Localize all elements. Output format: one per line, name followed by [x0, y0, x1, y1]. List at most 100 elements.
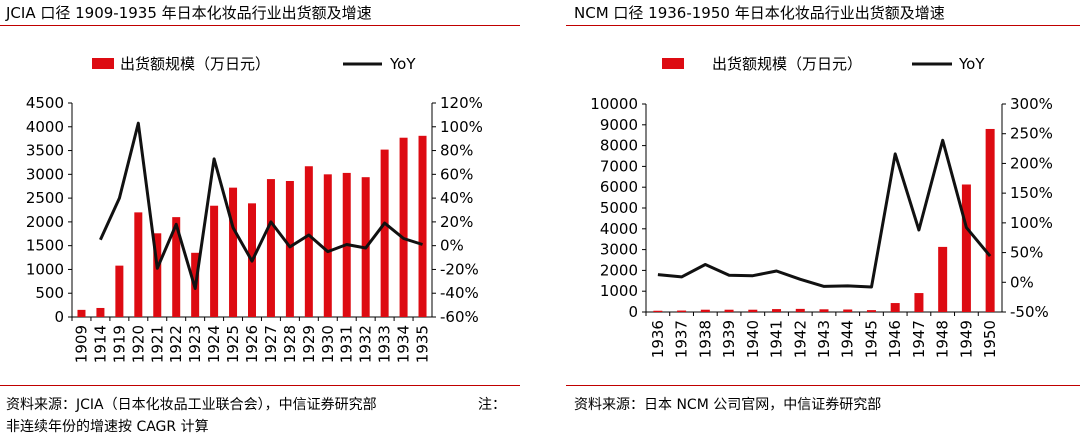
source-rule	[566, 385, 1080, 386]
left-axis-tick-label: 2000	[26, 213, 64, 231]
x-axis-tick-label: 1909	[72, 325, 90, 363]
legend-line-label: YoY	[389, 55, 416, 73]
bar-1922	[172, 217, 181, 317]
legend-bar-swatch	[662, 58, 684, 69]
bar-1914	[96, 307, 105, 317]
left-axis-tick-label: 4500	[26, 94, 64, 112]
bar-1945	[866, 310, 876, 312]
right-axis-tick-label: 150%	[1010, 184, 1053, 202]
chart-panel-jcia: JCIA 口径 1909-1935 年日本化妆品行业出货额及增速 出货额规模（万…	[0, 0, 520, 442]
left-axis-tick-label: 0	[628, 303, 638, 321]
right-axis-tick-label: 120%	[440, 94, 483, 112]
left-axis-tick-label: 0	[54, 308, 64, 326]
x-axis-tick-label: 1923	[186, 325, 204, 363]
legend-bar-label: 出货额规模（万日元）	[712, 55, 862, 73]
legend-bar-swatch	[92, 58, 114, 69]
right-axis-tick-label: 80%	[440, 142, 473, 160]
legend-bar-label: 出货额规模（万日元）	[120, 55, 270, 73]
bar-1944	[843, 309, 853, 312]
left-axis-tick-label: 3000	[26, 165, 64, 183]
bar-1925	[229, 187, 238, 317]
x-axis-tick-label: 1942	[791, 320, 809, 358]
left-axis-tick-label: 3500	[26, 142, 64, 160]
bar-1941	[772, 309, 782, 312]
x-axis-tick-label: 1914	[91, 325, 109, 363]
left-axis-tick-label: 6000	[600, 178, 638, 196]
x-axis-tick-label: 1950	[981, 320, 999, 358]
x-axis-tick-label: 1943	[815, 320, 833, 358]
title-rule	[566, 25, 1080, 26]
x-axis-tick-label: 1925	[224, 325, 242, 363]
left-axis-tick-label: 2500	[26, 189, 64, 207]
source-text: 资料来源：日本 NCM 公司官网，中信证券研究部	[574, 397, 882, 413]
bar-1921	[153, 233, 162, 317]
chart-title: JCIA 口径 1909-1935 年日本化妆品行业出货额及增速	[6, 4, 372, 22]
left-axis-tick-label: 1000	[600, 282, 638, 300]
left-axis-tick-label: 5000	[600, 199, 638, 217]
right-axis-tick-label: 200%	[1010, 154, 1053, 172]
x-axis-tick-label: 1932	[357, 325, 375, 363]
bar-1920	[134, 212, 143, 317]
bar-1942	[795, 308, 805, 312]
x-axis-tick-label: 1931	[338, 325, 356, 363]
right-axis-tick-label: 0%	[1010, 273, 1034, 291]
left-axis-tick-label: 7000	[600, 157, 638, 175]
right-axis-tick-label: 40%	[440, 189, 473, 207]
x-axis-tick-label: 1930	[319, 325, 337, 363]
right-axis-tick-label: 60%	[440, 165, 473, 183]
x-axis-tick-label: 1927	[262, 325, 280, 363]
x-axis-tick-label: 1945	[862, 320, 880, 358]
x-axis-tick-label: 1926	[243, 325, 261, 363]
x-axis-tick-label: 1937	[673, 320, 691, 358]
x-axis-tick-label: 1922	[167, 325, 185, 363]
x-axis-tick-label: 1939	[720, 320, 738, 358]
chart-panel-ncm: NCM 口径 1936-1950 年日本化妆品行业出货额及增速 出货额规模（万日…	[566, 0, 1080, 442]
x-axis-tick-label: 1924	[205, 325, 223, 363]
bar-1947	[914, 293, 924, 312]
left-axis-tick-label: 8000	[600, 137, 638, 155]
bar-1946	[890, 303, 900, 312]
x-axis-tick-label: 1938	[696, 320, 714, 358]
right-axis-tick-label: 100%	[1010, 214, 1053, 232]
right-axis-tick-label: -40%	[440, 284, 479, 302]
title-rule	[0, 25, 520, 26]
x-axis-tick-label: 1929	[300, 325, 318, 363]
x-axis-tick-label: 1921	[148, 325, 166, 363]
left-axis-tick-label: 1500	[26, 237, 64, 255]
source-text: 资料来源：JCIA（日本化妆品工业联合会），中信证券研究部	[6, 397, 377, 413]
x-axis-tick-label: 1935	[414, 325, 432, 363]
bar-1939	[724, 309, 734, 312]
bar-1950	[985, 128, 995, 312]
bar-1930	[323, 174, 332, 317]
bar-1948	[938, 246, 948, 312]
x-axis-tick-label: 1919	[110, 325, 128, 363]
bar-1928	[285, 180, 294, 317]
bar-1927	[266, 179, 275, 317]
bar-1934	[399, 137, 408, 317]
right-axis-tick-label: 250%	[1010, 125, 1053, 143]
right-axis-tick-label: 100%	[440, 118, 483, 136]
x-axis-tick-label: 1934	[395, 325, 413, 363]
right-axis-tick-label: 300%	[1010, 95, 1053, 113]
x-axis-tick-label: 1936	[649, 320, 667, 358]
jcia-chart: 出货额规模（万日元） YoY 0 500 1000 1500 2000 2500 3000 350…	[26, 55, 483, 363]
x-axis-tick-label: 1941	[768, 320, 786, 358]
left-axis-tick-label: 9000	[600, 116, 638, 134]
x-axis-tick-label: 1920	[129, 325, 147, 363]
x-axis-tick-label: 1948	[934, 320, 952, 358]
left-axis-tick-label: 4000	[26, 118, 64, 136]
bar-1919	[115, 265, 124, 317]
x-axis-tick-label: 1940	[744, 320, 762, 358]
right-axis-tick-label: -20%	[440, 260, 479, 278]
x-axis-tick-label: 1946	[886, 320, 904, 358]
x-axis-tick-label: 1947	[910, 320, 928, 358]
note-text: 非连续年份的增速按 CAGR 计算	[6, 419, 209, 435]
bar-1940	[748, 309, 758, 312]
bar-1943	[819, 309, 829, 312]
x-axis-tick-label: 1944	[839, 320, 857, 358]
left-axis-tick-label: 10000	[590, 95, 638, 113]
legend-line-label: YoY	[958, 55, 985, 73]
ncm-chart: 出货额规模（万日元） YoY 0 1000 2000 3000 4000 5000 6000 70…	[590, 55, 1053, 358]
left-axis-tick-label: 1000	[26, 260, 64, 278]
x-axis-tick-label: 1928	[281, 325, 299, 363]
